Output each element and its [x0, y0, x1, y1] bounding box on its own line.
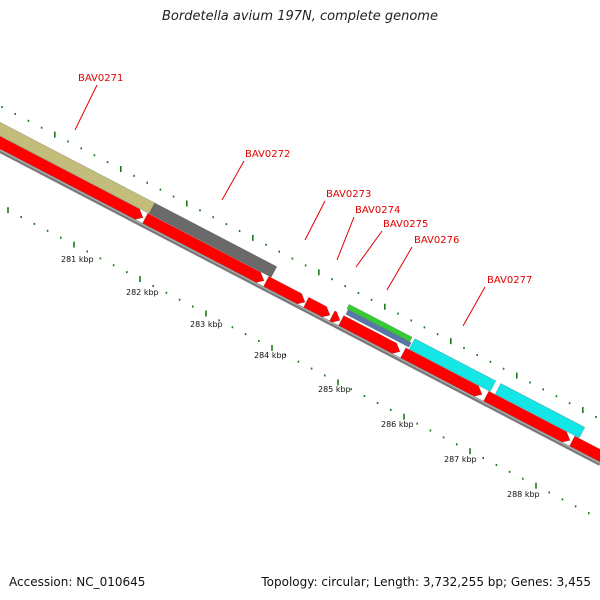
accession-text: Accession: NC_010645 [9, 575, 146, 589]
gene-label-bav0272: BAV0272 [245, 149, 290, 160]
scale-label: 286 kbp [381, 420, 414, 429]
feature-bav0275 [346, 303, 413, 343]
cds-arrow [568, 435, 600, 464]
gene-labels: BAV0271 BAV0272 BAV0273 BAV0274 BAV0275 BAV02… [78, 73, 532, 286]
feature-bav0277 [494, 382, 586, 439]
scale-label: 283 kbp [190, 320, 223, 329]
leader-line [386, 246, 413, 291]
leader-line [336, 216, 355, 261]
leader-line [221, 160, 245, 201]
scale-label: 287 kbp [444, 455, 477, 464]
cds-arrow [0, 135, 144, 221]
gene-label-bav0276: BAV0276 [414, 235, 459, 246]
scale-label: 285 kbp [318, 385, 351, 394]
cds-arrow [262, 275, 306, 305]
leader-line [74, 84, 98, 131]
cds-arrow [141, 212, 265, 284]
inner-tick-ring [7, 207, 590, 515]
scale-label: 284 kbp [254, 351, 287, 360]
feature-bav0272 [148, 202, 278, 278]
cds-track [0, 135, 600, 464]
gene-label-bav0271: BAV0271 [78, 73, 123, 84]
gene-label-bav0277: BAV0277 [487, 275, 532, 286]
leader-line [304, 200, 326, 241]
genome-summary-text: Topology: circular; Length: 3,732,255 bp… [261, 575, 591, 589]
outer-tick-ring [1, 106, 597, 418]
leader-line [462, 286, 486, 327]
cds-arrow [337, 315, 401, 355]
scale-label: 281 kbp [61, 255, 94, 264]
feature-track [0, 121, 586, 439]
gene-label-bav0274: BAV0274 [355, 205, 400, 216]
feature-bav0274 [345, 309, 412, 348]
backbone-highlight [0, 149, 600, 464]
genome-title: Bordetella avium 197N, complete genome [162, 9, 438, 24]
label-leaders [74, 84, 486, 327]
feature-bav0276 [408, 338, 497, 393]
feature-bav0271 [0, 121, 156, 215]
scale-label: 288 kbp [507, 490, 540, 499]
leader-line [355, 230, 383, 268]
scale-label: 282 kbp [126, 288, 159, 297]
scale-labels: 281 kbp 282 kbp 283 kbp 284 kbp 285 kbp 286 k… [61, 255, 540, 499]
cds-arrow [302, 296, 331, 318]
cds-arrow [482, 390, 571, 443]
gene-label-bav0275: BAV0275 [383, 219, 428, 230]
cds-arrow [399, 347, 483, 397]
cds-arrow [328, 310, 341, 323]
genome-backbone [0, 149, 600, 466]
gene-label-bav0273: BAV0273 [326, 189, 371, 200]
